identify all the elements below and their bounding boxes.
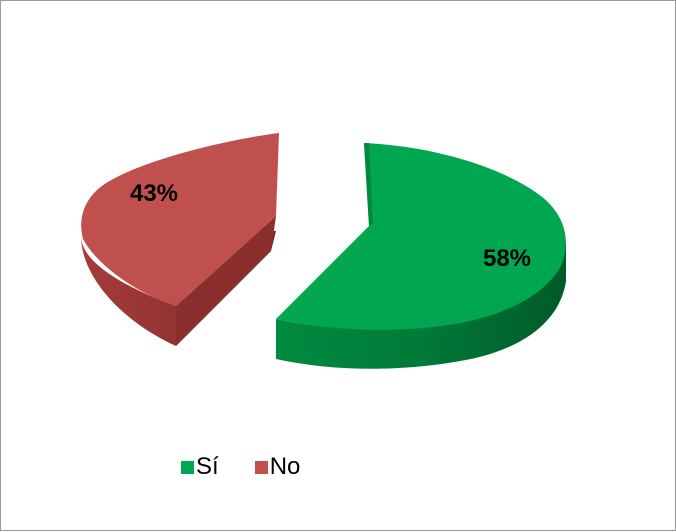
data-label-no: 43% [130, 180, 178, 207]
legend-item-no: No [255, 453, 301, 481]
legend-label-si: Sí [196, 453, 219, 481]
legend-label-no: No [270, 453, 301, 481]
legend: Sí No [181, 453, 336, 481]
slice-no [81, 133, 279, 346]
legend-swatch-no [255, 461, 268, 474]
data-label-si: 58% [483, 245, 531, 272]
slice-si-top [276, 143, 566, 330]
legend-swatch-si [181, 461, 194, 474]
legend-item-si: Sí [181, 453, 219, 481]
